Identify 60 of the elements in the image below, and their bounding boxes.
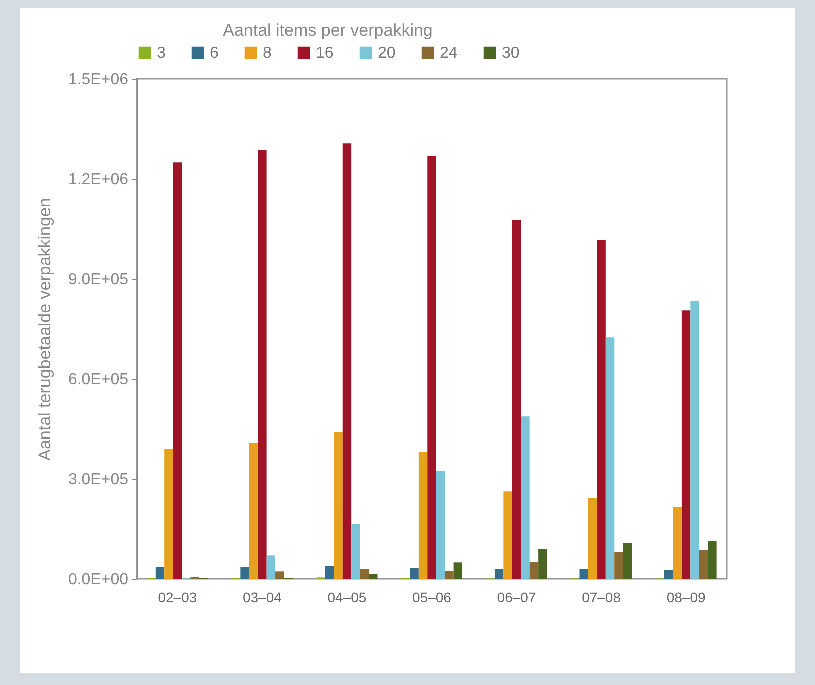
bar (699, 550, 708, 579)
x-tick-label: 02–03 (158, 590, 198, 606)
legend-label: 20 (378, 45, 396, 62)
bar (352, 524, 360, 579)
y-tick-label: 9.0E+05 (68, 272, 129, 288)
bar (597, 240, 606, 579)
bar (360, 569, 370, 579)
x-tick-label: 07–08 (582, 590, 622, 606)
bar (504, 492, 512, 579)
y-tick-label: 1.5E+06 (68, 72, 129, 88)
x-tick-label: 06–07 (497, 590, 536, 606)
x-tick-label: 04–05 (328, 590, 367, 606)
bar (334, 432, 343, 579)
bar (276, 572, 284, 579)
bar (436, 471, 446, 579)
bar (418, 452, 428, 579)
bar (454, 562, 463, 579)
bar (494, 569, 504, 579)
y-tick-label: 6.0E+05 (68, 372, 129, 388)
bar (664, 570, 674, 579)
bar (512, 220, 522, 579)
bar (623, 543, 632, 579)
bar (266, 556, 276, 579)
bar (164, 449, 174, 579)
legend-title: Aantal items per verpakking (223, 21, 433, 40)
bar (325, 566, 334, 579)
legend-label: 3 (157, 45, 166, 62)
bar (173, 162, 182, 579)
x-tick-label: 05–06 (412, 590, 452, 606)
bar (614, 552, 624, 579)
bar (530, 562, 539, 579)
bar (369, 574, 378, 579)
x-tick-label: 08–09 (666, 590, 706, 606)
x-tick-label: 03–04 (242, 590, 282, 606)
bar (588, 498, 598, 579)
bar (673, 507, 682, 579)
y-tick-label: 3.0E+05 (68, 472, 129, 488)
bar (428, 156, 436, 579)
bar (521, 416, 530, 579)
bar (580, 569, 588, 579)
legend-label: 30 (502, 45, 520, 62)
bar (445, 571, 454, 579)
bar (249, 443, 258, 579)
bar (156, 567, 165, 579)
legend-label: 16 (316, 45, 334, 62)
legend-label: 8 (263, 45, 272, 62)
bar (682, 310, 691, 579)
y-tick-label: 0.0E+00 (68, 572, 129, 588)
bar (690, 301, 700, 579)
y-tick-label: 1.2E+06 (68, 172, 129, 188)
bar (538, 549, 548, 579)
bar (342, 144, 352, 579)
bar (258, 150, 267, 579)
bar (606, 338, 615, 579)
bar (240, 567, 250, 579)
bar (708, 541, 717, 579)
legend-label: 24 (440, 45, 458, 62)
legend-label: 6 (210, 45, 219, 62)
bar (410, 568, 419, 579)
y-axis-title: Aantal terugbetaalde verpakkingen (35, 198, 54, 461)
